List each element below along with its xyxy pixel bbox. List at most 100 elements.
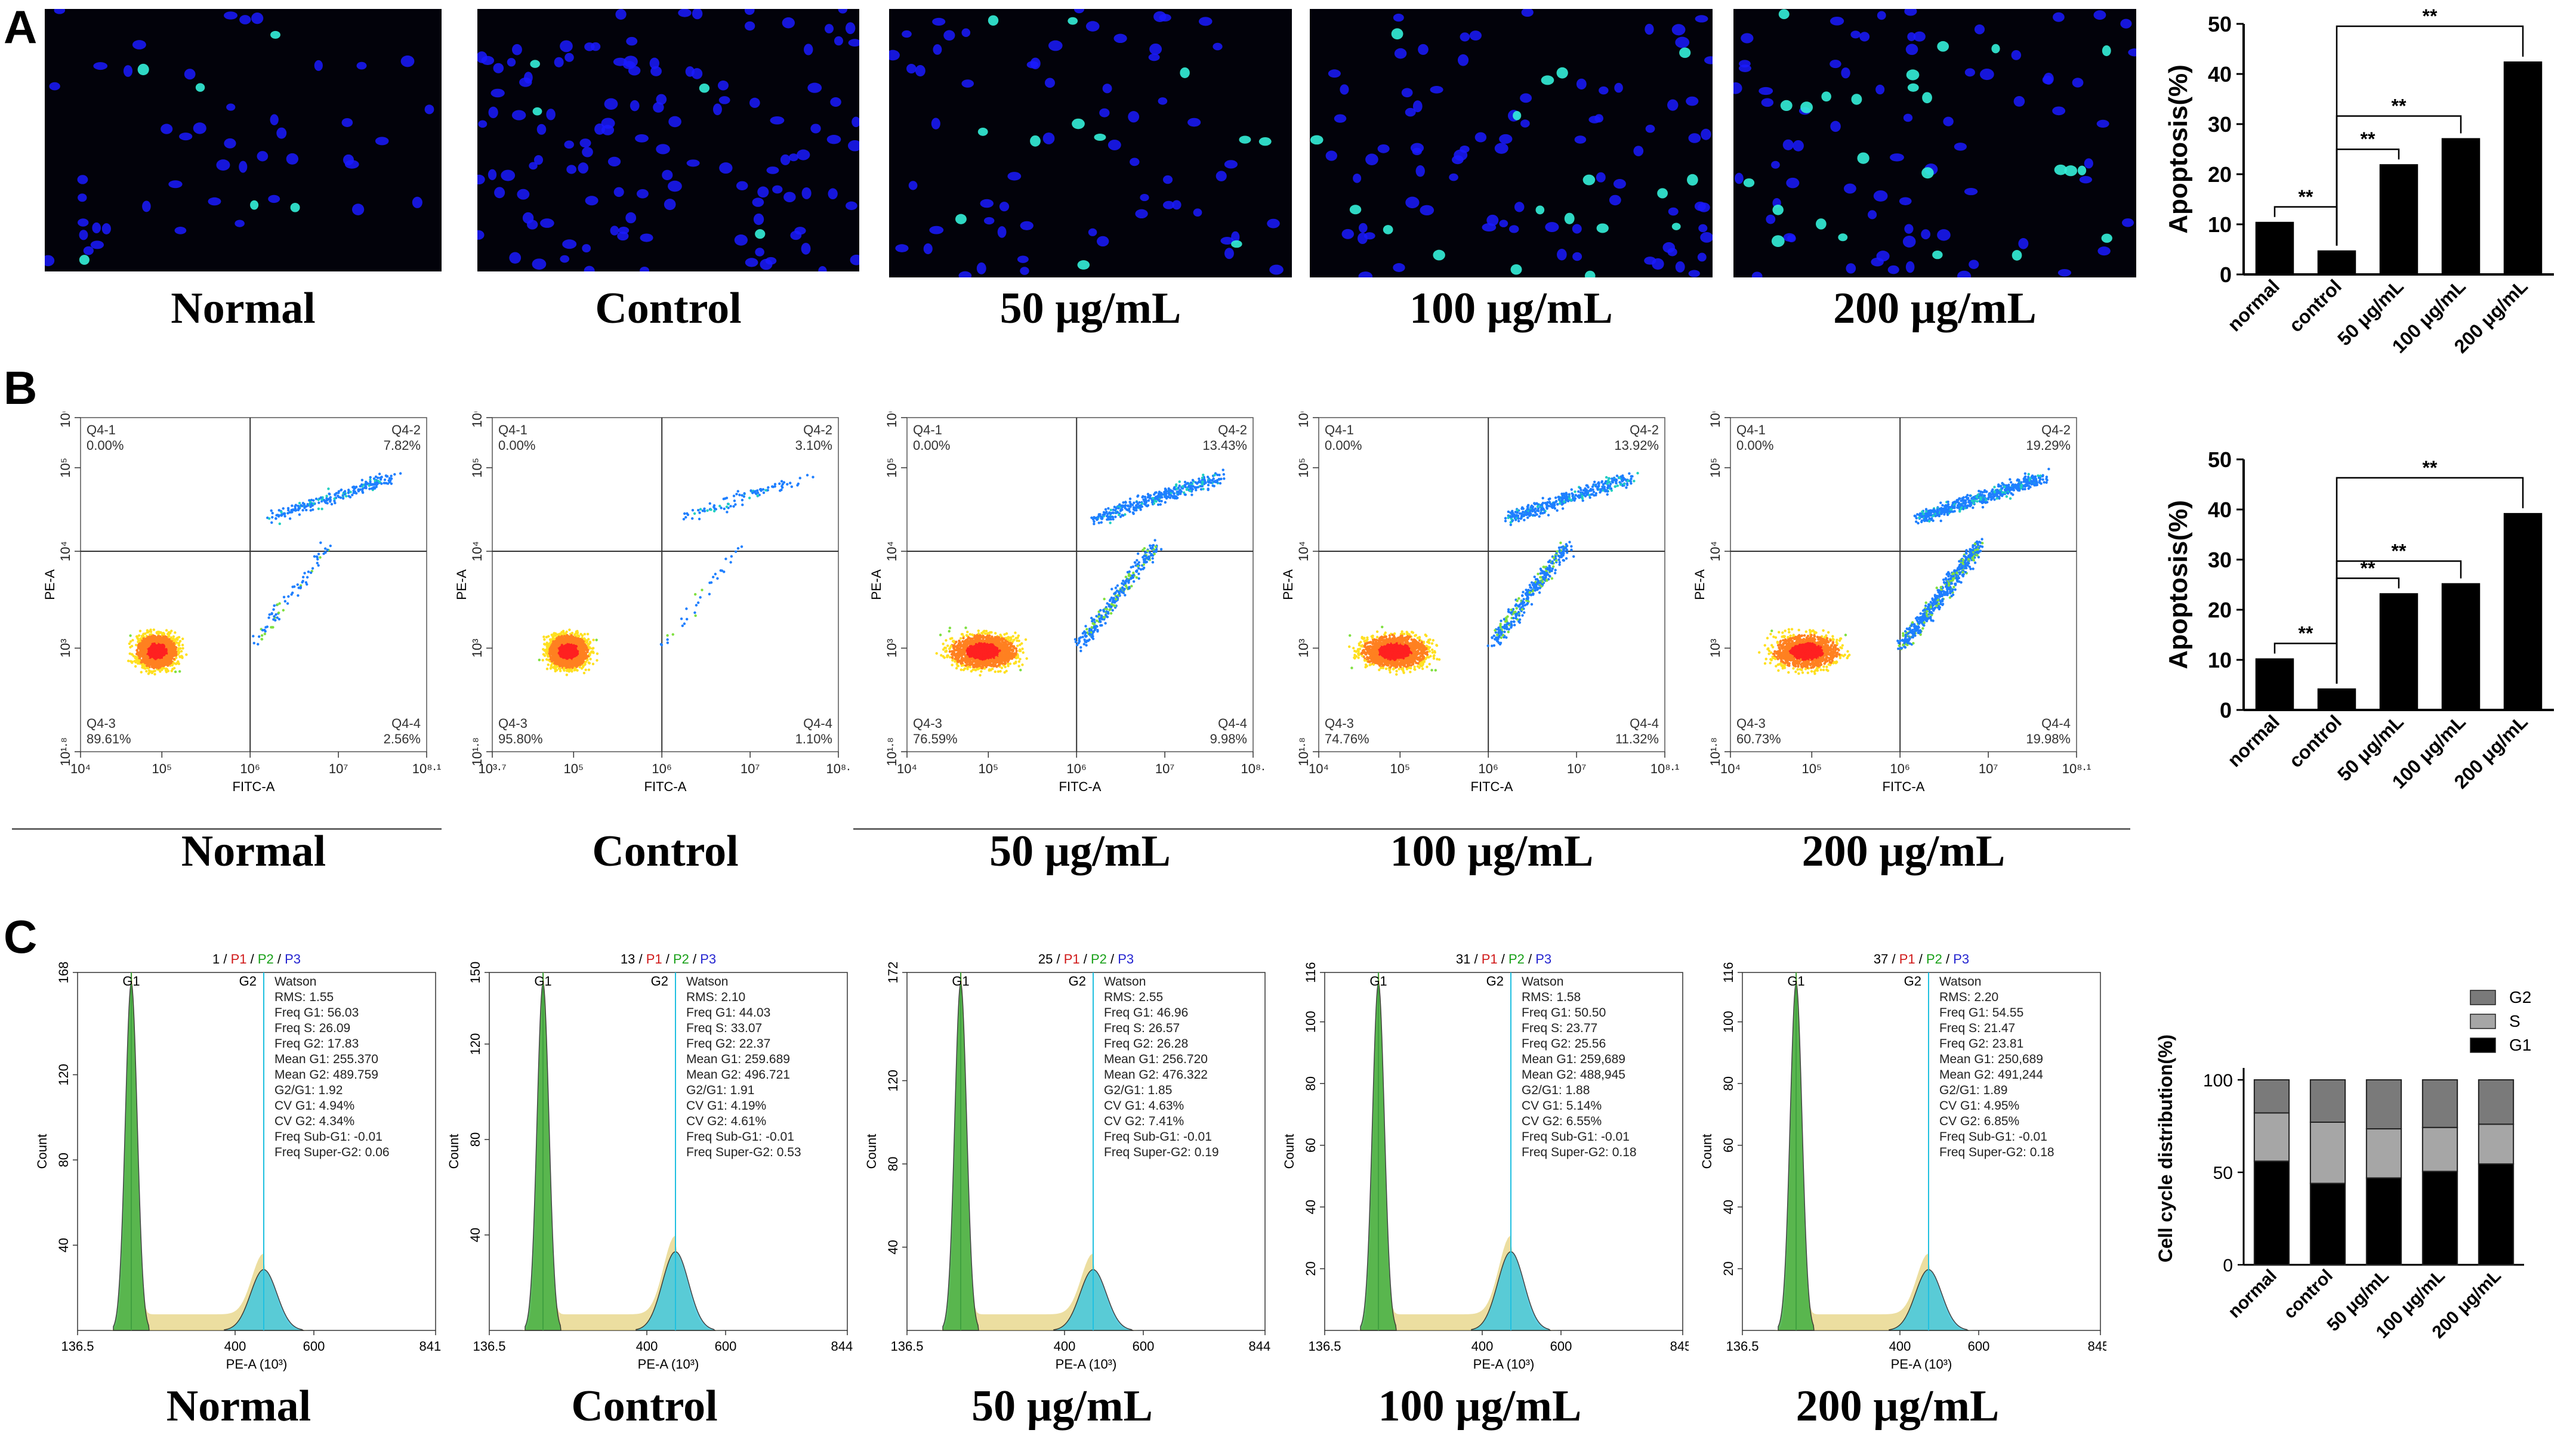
event-dot xyxy=(263,632,267,635)
event-dot xyxy=(573,661,576,665)
event-dot xyxy=(573,669,576,672)
bar xyxy=(2503,61,2543,274)
event-dot xyxy=(150,635,153,638)
event-dot xyxy=(563,669,566,672)
apoptotic-cell xyxy=(1932,250,1943,260)
cell-nucleus xyxy=(579,138,591,148)
event-dot xyxy=(569,637,572,640)
x-tick-label: 10⁷ xyxy=(741,761,760,776)
significance-label: ** xyxy=(2423,6,2438,27)
event-dot xyxy=(160,643,163,647)
event-dot xyxy=(132,654,135,657)
event-dot xyxy=(147,659,150,662)
cell-nucleus xyxy=(790,230,802,240)
event-dot xyxy=(161,652,163,656)
event-dot xyxy=(131,661,134,664)
cell-nucleus xyxy=(744,9,755,16)
event-dot xyxy=(146,638,149,641)
bar xyxy=(2441,138,2481,274)
event-dot xyxy=(806,474,809,477)
apoptotic-cell xyxy=(1857,152,1869,164)
event-dot xyxy=(369,475,372,479)
cell-nucleus xyxy=(1269,264,1284,275)
cell-nucleus xyxy=(958,271,972,277)
cell-nucleus xyxy=(783,192,796,202)
cell-nucleus xyxy=(902,30,912,38)
event-dot xyxy=(589,657,592,660)
cell-nucleus xyxy=(2013,95,2025,107)
event-dot xyxy=(329,499,332,502)
event-dot xyxy=(300,504,303,507)
event-dot xyxy=(550,660,554,663)
cell-nucleus xyxy=(168,180,183,189)
apoptotic-cell xyxy=(1838,233,1848,242)
cell-nucleus xyxy=(1979,69,1994,81)
event-dot xyxy=(286,508,290,512)
event-dot xyxy=(812,475,815,478)
event-dot xyxy=(154,645,157,649)
event-dot xyxy=(172,642,175,645)
apoptotic-cell xyxy=(2102,45,2111,57)
event-dot xyxy=(174,670,177,674)
cell-nucleus xyxy=(1153,11,1167,22)
flow-plot-control: Q4-10.00%Q4-23.10%Q4-395.80%Q4-41.10%10³… xyxy=(454,412,851,794)
event-dot xyxy=(278,602,281,605)
event-dot xyxy=(280,511,283,514)
event-dot xyxy=(577,645,580,648)
cell-nucleus xyxy=(1148,53,1160,61)
event-dot xyxy=(143,656,147,659)
cell-nucleus xyxy=(848,140,859,152)
cell-nucleus xyxy=(1162,200,1175,209)
event-dot xyxy=(162,633,166,636)
apoptotic-cell xyxy=(137,63,149,76)
apoptotic-cell xyxy=(1851,94,1862,105)
event-dot xyxy=(550,647,553,650)
bar xyxy=(2255,221,2294,274)
y-tick-label: 10⁵ xyxy=(470,458,485,478)
cell-nucleus xyxy=(770,116,785,125)
cell-nucleus xyxy=(1102,84,1112,94)
event-dot xyxy=(575,665,578,668)
cell-nucleus xyxy=(90,240,104,249)
cell-nucleus xyxy=(560,40,573,53)
cell-nucleus xyxy=(640,266,649,271)
cell-nucleus xyxy=(1128,111,1140,123)
significance-label: ** xyxy=(2392,95,2407,117)
cell-nucleus xyxy=(270,114,279,125)
cell-nucleus xyxy=(1667,248,1677,257)
cell-nucleus xyxy=(1328,69,1341,78)
cell-nucleus xyxy=(1698,224,1708,233)
event-dot xyxy=(548,638,552,641)
event-dot xyxy=(562,631,565,634)
cell-nucleus xyxy=(2057,268,2072,277)
cell-nucleus xyxy=(1766,214,1776,224)
cell-nucleus xyxy=(1099,108,1110,118)
cell-nucleus xyxy=(1042,132,1055,144)
event-dot xyxy=(303,572,306,575)
apoptotic-cell xyxy=(955,214,967,224)
event-dot xyxy=(264,630,267,633)
event-dot xyxy=(143,664,146,667)
event-dot xyxy=(158,653,161,657)
cell-nucleus xyxy=(1688,133,1701,143)
cell-nucleus xyxy=(1739,60,1751,68)
event-dot xyxy=(144,660,148,663)
caption-a-control: Control xyxy=(595,284,742,333)
event-dot xyxy=(177,660,180,663)
event-dot xyxy=(141,647,144,650)
event-dot xyxy=(743,492,746,495)
event-dot xyxy=(369,480,372,483)
event-dot xyxy=(322,552,325,555)
event-dot xyxy=(296,583,299,586)
cell-nucleus xyxy=(810,123,821,134)
cell-nucleus xyxy=(1588,116,1601,123)
event-dot xyxy=(372,487,375,490)
cell-nucleus xyxy=(1358,271,1373,277)
event-dot xyxy=(541,659,544,662)
event-dot xyxy=(576,669,579,672)
cell-nucleus xyxy=(1085,21,1100,32)
cell-nucleus xyxy=(749,97,760,108)
event-dot xyxy=(147,669,151,672)
event-dot xyxy=(563,654,566,657)
event-dot xyxy=(563,660,566,663)
